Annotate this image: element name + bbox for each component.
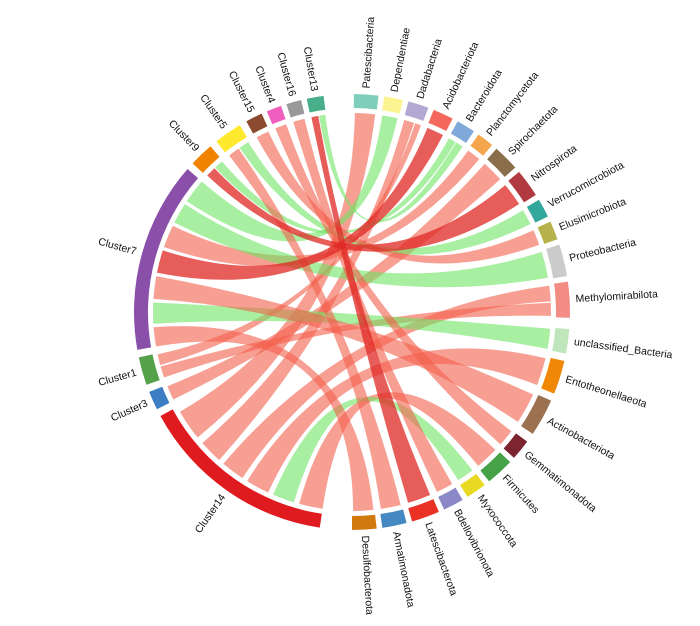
ribbon-Cluster7-unclassified_Bacteria [152,302,551,349]
sector-Proteobacteria [546,244,568,279]
sector-Patescibacteria [353,94,379,110]
sector-Cluster3 [149,386,170,410]
sector-Actinobacteriota [521,394,552,434]
sector-Cluster1 [138,354,160,385]
sector-label-Patescibacteria: Patescibacteria [360,16,377,89]
sector-Cluster9 [192,146,220,173]
ribbon-Cluster7-Planctomycetota [163,150,480,267]
ribbon-Cluster16-Bdellovibrionota [293,118,453,492]
sector-label-Armatimonadota: Armatimonadota [390,530,417,608]
sector-Spirochaetota [487,148,516,177]
sector-label-Cluster7: Cluster7 [97,236,138,258]
sector-Cluster13 [306,95,326,113]
sector-label-Actinobacteriota: Actinobacteriota [545,415,617,462]
ribbon-Cluster14-Dadabacteria [202,119,415,461]
sector-Planctomycetota [470,134,493,156]
sector-Cluster14 [160,409,322,528]
sector-Cluster4 [266,105,286,125]
sector-label-Firmicutes: Firmicutes [500,472,542,516]
sector-Gemmatimonadota [503,433,528,458]
sector-label-Myxococcota: Myxococcota [475,492,520,549]
sector-label-unclassified_Bacteria: unclassified_Bacteria [573,336,673,361]
sector-Elusimicrobiota [537,221,558,244]
sector-Bacteroidota [450,121,474,143]
sector-label-Dependentiae: Dependentiae [389,27,413,94]
sector-Firmicutes [480,452,511,482]
sector-label-Latescibacterota: Latescibacterota [422,521,459,598]
ribbon-Cluster7-Proteobacteria [174,204,549,288]
sector-Bdellovibrionota [438,487,463,510]
sector-Dadabacteria [404,101,429,121]
sector-label-Cluster3: Cluster3 [109,397,150,424]
sector-Acidobacteriota [428,109,453,132]
sector-Cluster5 [216,125,247,153]
sector-Desulfobacterota [352,514,377,530]
ribbon-Cluster1-Methylomirabilota [160,302,551,378]
sector-label-Entotheonellaeota: Entotheonellaeota [564,373,648,410]
sector-label-Cluster4: Cluster4 [252,64,277,105]
ribbon-Cluster9-Bacteroidota [215,138,456,234]
sector-label-Cluster16: Cluster16 [275,51,299,98]
sector-Latescibacterota [408,499,439,522]
ribbon-Cluster13-Latescibacterota [311,115,431,503]
ribbon-Cluster14-Patescibacteria [179,113,376,438]
sector-label-Cluster1: Cluster1 [97,367,138,389]
sector-Verrucomicrobiota [526,199,548,223]
ribbon-Cluster5-Armatimonadota [229,148,401,509]
ribbon-Cluster14-Entotheonellaeota [247,348,546,493]
sector-label-Desulfobacterota: Desulfobacterota [359,535,375,615]
sector-Nitrospirota [508,171,536,203]
sector-label-Cluster5: Cluster5 [197,92,229,131]
ribbon-Cluster7-Acidobacteriota [156,127,444,280]
sector-label-Cluster15: Cluster15 [226,69,257,115]
sector-label-Cluster14: Cluster14 [193,492,229,536]
ribbon-Cluster15-Elusimicrobiota [256,131,540,264]
sector-label-Cluster9: Cluster9 [166,118,202,155]
sector-label-Proteobacteria: Proteobacteria [568,236,637,264]
sector-Methylomirabilota [554,281,571,318]
sector-Dependentiae [382,96,403,114]
sector-Armatimonadota [380,509,407,528]
sector-label-Nitrospirota: Nitrospirota [529,143,579,185]
sector-label-Dadabacteria: Dadabacteria [414,37,444,100]
sector-Cluster15 [246,113,268,134]
sector-label-Methylomirabilota: Methylomirabilota [575,288,658,305]
ribbon-Cluster14-Myxococcota [273,396,473,503]
sector-label-Cluster13: Cluster13 [301,46,320,92]
sector-Cluster16 [286,100,305,118]
sector-unclassified_Bacteria [552,328,570,354]
ribbon-Cluster7-Actinobacteriota [153,276,534,422]
sector-Cluster7 [133,168,199,350]
sector-Myxococcota [460,473,485,497]
ribbon-Cluster9-Nitrospirota [207,168,520,252]
sector-Entotheonellaeota [541,357,565,394]
ribbon-Cluster3-Spirochaetota [167,163,501,400]
